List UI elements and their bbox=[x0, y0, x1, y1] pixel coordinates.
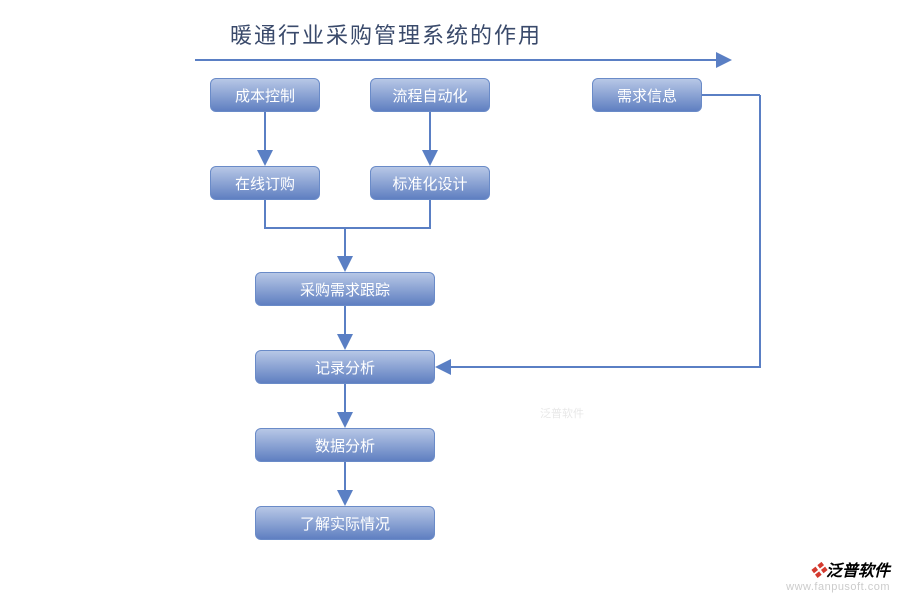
node-std: 标准化设计 bbox=[370, 166, 490, 200]
watermark-corner: ❖泛普软件 www.fanpusoft.com bbox=[786, 562, 890, 594]
node-track: 采购需求跟踪 bbox=[255, 272, 435, 306]
node-order: 在线订购 bbox=[210, 166, 320, 200]
node-demand: 需求信息 bbox=[592, 78, 702, 112]
node-record: 记录分析 bbox=[255, 350, 435, 384]
node-auto: 流程自动化 bbox=[370, 78, 490, 112]
node-know: 了解实际情况 bbox=[255, 506, 435, 540]
watermark-url: www.fanpusoft.com bbox=[786, 581, 890, 594]
watermark-brand: ❖泛普软件 bbox=[786, 562, 890, 581]
node-cost: 成本控制 bbox=[210, 78, 320, 112]
node-data: 数据分析 bbox=[255, 428, 435, 462]
watermark-center: 泛普软件 bbox=[540, 405, 584, 421]
